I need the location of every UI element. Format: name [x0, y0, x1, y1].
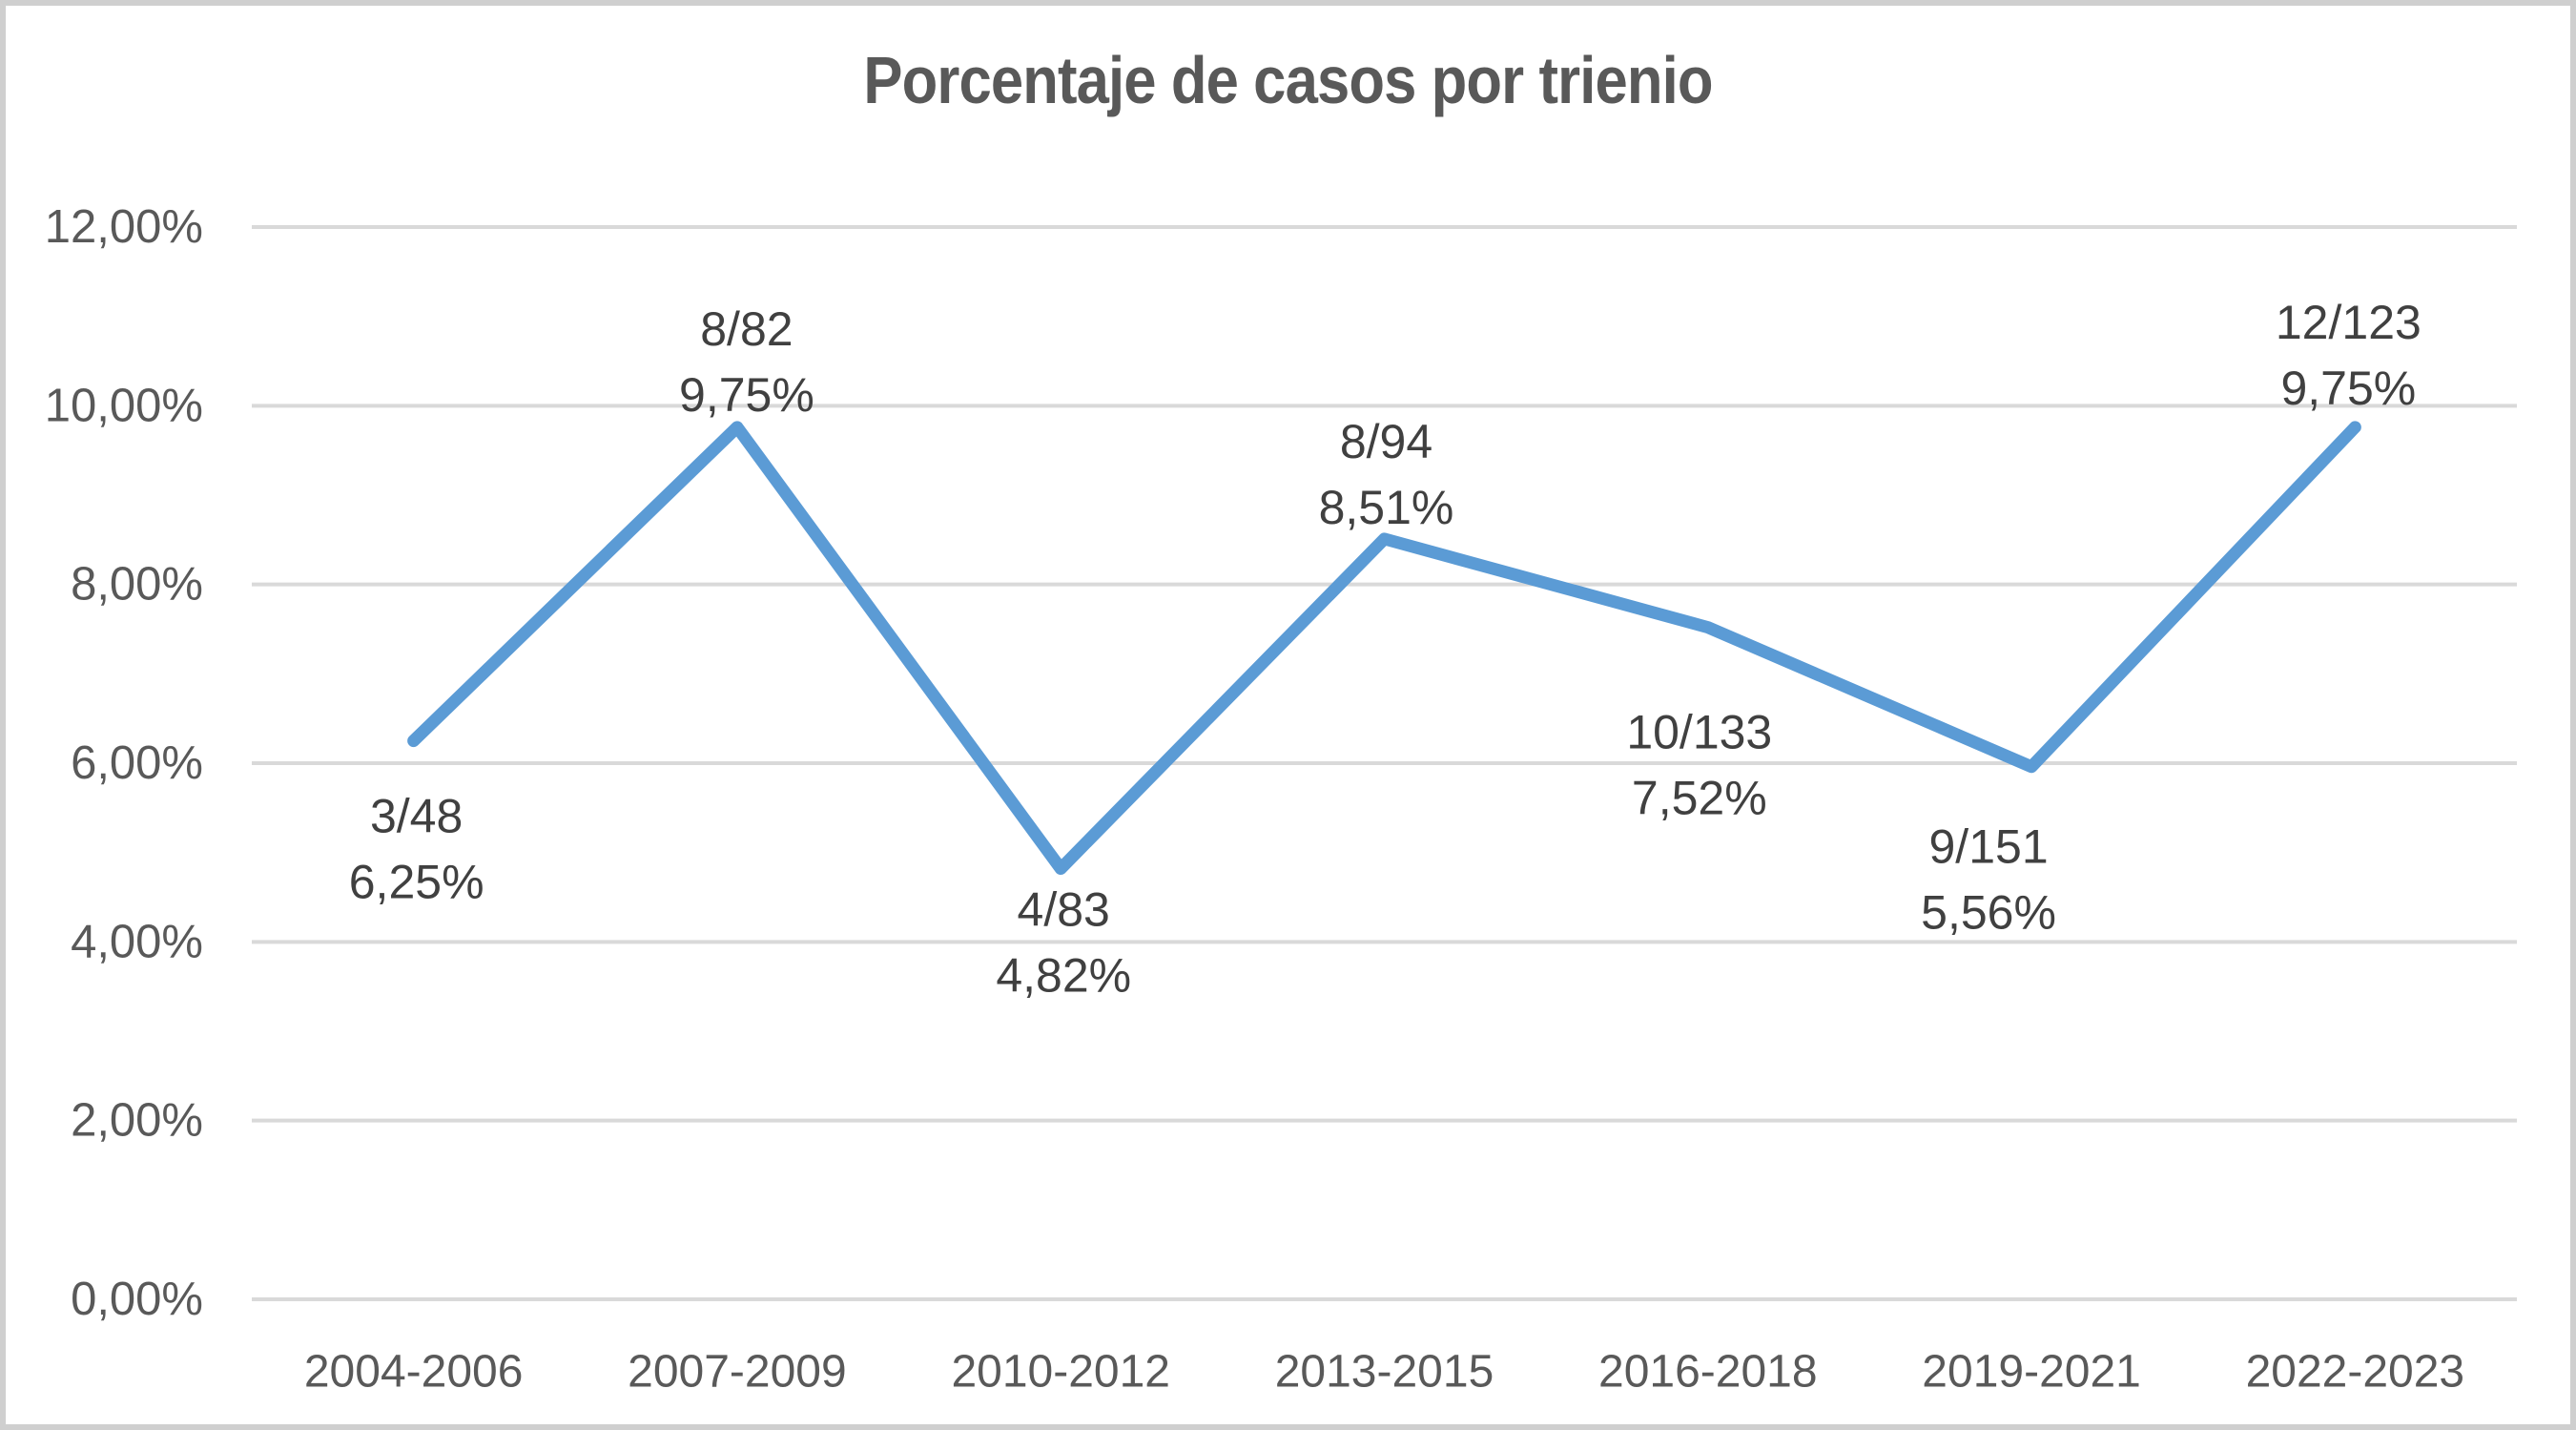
y-axis-tick-label: 4,00%: [71, 916, 203, 967]
data-label-count: 8/82: [700, 302, 793, 356]
x-axis-category-label: 2010-2012: [951, 1347, 1170, 1398]
x-axis-category-label: 2016-2018: [1598, 1347, 1818, 1398]
line-chart-plot-area: 12,00% 10,00% 8,00% 6,00% 4,00% 2,00% 0,00% 200…: [45, 201, 2517, 1398]
x-axis-category-label: 2007-2009: [628, 1347, 847, 1398]
data-label-percent: 5,56%: [1921, 886, 2056, 940]
data-label-count: 8/94: [1340, 415, 1432, 468]
data-label-percent: 7,52%: [1632, 772, 1767, 825]
y-axis-tick-label: 8,00%: [71, 559, 203, 611]
y-axis-tick-label: 12,00%: [45, 201, 203, 253]
x-axis-category-label: 2022-2023: [2246, 1347, 2465, 1398]
data-label-percent: 4,82%: [996, 949, 1131, 1003]
data-label-percent: 6,25%: [349, 856, 484, 909]
data-label-count: 9/151: [1929, 820, 2049, 874]
series-line: [407, 421, 2361, 876]
y-axis-tick-label: 2,00%: [71, 1095, 203, 1147]
x-axis-category-label: 2013-2015: [1275, 1347, 1494, 1398]
chart-title: Porcentaje de casos por trienio: [863, 43, 1713, 117]
data-label-percent: 8,51%: [1319, 481, 1454, 534]
x-axis-category-label: 2019-2021: [1922, 1347, 2141, 1398]
y-axis-tick-label: 6,00%: [71, 737, 203, 789]
data-label-percent: 9,75%: [679, 368, 814, 422]
y-axis-tick-label: 0,00%: [71, 1274, 203, 1325]
data-label-count: 12/123: [2276, 296, 2421, 349]
x-axis-category-label: 2004-2006: [304, 1347, 524, 1398]
y-axis-tick-label: 10,00%: [45, 380, 203, 431]
data-label-percent: 9,75%: [2280, 362, 2416, 415]
data-label-count: 10/133: [1626, 706, 1772, 759]
data-label-count: 3/48: [370, 790, 463, 843]
data-label-count: 4/83: [1018, 883, 1110, 937]
